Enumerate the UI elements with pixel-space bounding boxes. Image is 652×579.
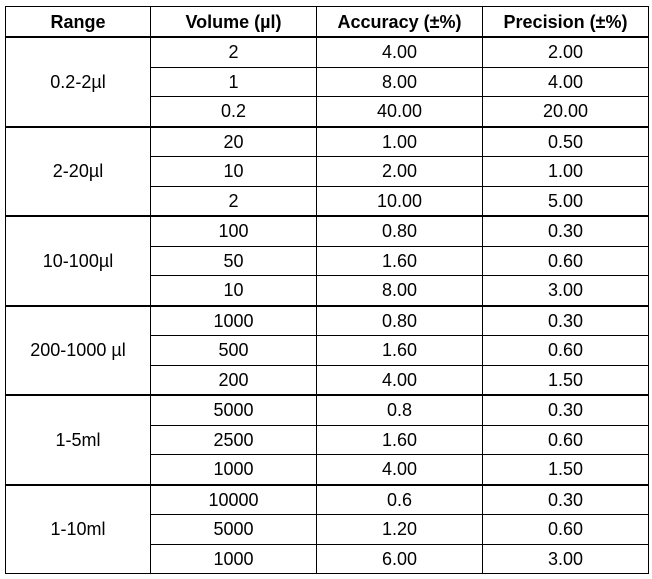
pipette-spec-table: Range Volume (µl) Accuracy (±%) Precisio… bbox=[5, 6, 649, 574]
volume-cell: 1000 bbox=[150, 304, 317, 336]
volume-cell: 2 bbox=[150, 185, 317, 217]
precision-cell: 0.50 bbox=[482, 125, 649, 157]
accuracy-cell: 0.8 bbox=[316, 394, 483, 426]
accuracy-cell: 1.20 bbox=[316, 514, 483, 545]
accuracy-cell: 4.00 bbox=[316, 36, 483, 68]
volume-cell: 5000 bbox=[150, 514, 317, 545]
precision-cell: 0.60 bbox=[482, 424, 649, 455]
precision-cell: 0.60 bbox=[482, 245, 649, 276]
range-cell: 2-20µl bbox=[5, 125, 151, 217]
volume-cell: 10000 bbox=[150, 483, 317, 515]
table-row: 1-10ml 10000 0.6 0.30 bbox=[5, 483, 649, 574]
volume-cell: 2 bbox=[150, 36, 317, 68]
header-range: Range bbox=[5, 6, 151, 38]
volume-cell: 1 bbox=[150, 66, 317, 97]
precision-cell: 0.30 bbox=[482, 215, 649, 247]
header-accuracy: Accuracy (±%) bbox=[316, 6, 483, 38]
volume-cell: 1000 bbox=[150, 543, 317, 574]
table-row: 5000 1.20 0.60 bbox=[6, 514, 649, 545]
precision-cell: 0.30 bbox=[482, 483, 649, 515]
volume-cell: 2500 bbox=[150, 424, 317, 455]
accuracy-cell: 1.60 bbox=[316, 245, 483, 276]
table-row: 200 4.00 1.50 bbox=[6, 364, 649, 396]
precision-cell: 0.60 bbox=[482, 335, 649, 366]
table-row: 1000 6.00 3.00 bbox=[6, 543, 649, 574]
precision-cell: 0.60 bbox=[482, 514, 649, 545]
range-cell: 1-5ml bbox=[5, 394, 151, 485]
accuracy-cell: 1.00 bbox=[316, 125, 483, 157]
accuracy-cell: 4.00 bbox=[316, 454, 483, 485]
range-cell: 0.2-2µl bbox=[5, 36, 151, 127]
accuracy-cell: 8.00 bbox=[316, 275, 483, 306]
table-row: 2 10.00 5.00 bbox=[6, 185, 649, 217]
precision-cell: 3.00 bbox=[482, 543, 649, 574]
header-row: Range Volume (µl) Accuracy (±%) Precisio… bbox=[5, 6, 649, 38]
precision-cell: 4.00 bbox=[482, 66, 649, 97]
precision-cell: 1.00 bbox=[482, 156, 649, 187]
accuracy-cell: 10.00 bbox=[316, 185, 483, 217]
volume-cell: 500 bbox=[150, 335, 317, 366]
table-row: 10 2.00 1.00 bbox=[6, 156, 649, 187]
accuracy-cell: 40.00 bbox=[316, 96, 483, 127]
accuracy-cell: 0.6 bbox=[316, 483, 483, 515]
range-cell: 1-10ml bbox=[5, 483, 151, 574]
accuracy-cell: 2.00 bbox=[316, 156, 483, 187]
table-row: 1-5ml 5000 0.8 0.30 bbox=[5, 394, 649, 485]
table-row: 2-20µl 20 1.00 0.50 bbox=[5, 125, 649, 217]
header-volume: Volume (µl) bbox=[150, 6, 317, 38]
accuracy-cell: 0.80 bbox=[316, 304, 483, 336]
range-cell: 200-1000 µl bbox=[5, 304, 151, 396]
header-precision: Precision (±%) bbox=[482, 6, 649, 38]
volume-cell: 1000 bbox=[150, 454, 317, 485]
accuracy-cell: 6.00 bbox=[316, 543, 483, 574]
precision-cell: 5.00 bbox=[482, 185, 649, 217]
volume-cell: 5000 bbox=[150, 394, 317, 426]
accuracy-cell: 0.80 bbox=[316, 215, 483, 247]
table-row: 10 8.00 3.00 bbox=[6, 275, 649, 306]
table-row: 10-100µl 100 0.80 0.30 bbox=[5, 215, 649, 306]
precision-cell: 0.30 bbox=[482, 394, 649, 426]
table-row: 1 8.00 4.00 bbox=[6, 66, 649, 97]
accuracy-cell: 1.60 bbox=[316, 424, 483, 455]
table-row: 0.2-2µl 2 4.00 2.00 bbox=[5, 36, 649, 127]
range-cell: 10-100µl bbox=[5, 215, 151, 306]
volume-cell: 10 bbox=[150, 275, 317, 306]
precision-cell: 3.00 bbox=[482, 275, 649, 306]
volume-cell: 10 bbox=[150, 156, 317, 187]
accuracy-cell: 1.60 bbox=[316, 335, 483, 366]
precision-cell: 1.50 bbox=[482, 454, 649, 485]
table-row: 200-1000 µl 1000 0.80 0.30 bbox=[5, 304, 649, 396]
accuracy-cell: 8.00 bbox=[316, 66, 483, 97]
precision-cell: 1.50 bbox=[482, 364, 649, 396]
table-row: 1000 4.00 1.50 bbox=[6, 454, 649, 485]
precision-cell: 20.00 bbox=[482, 96, 649, 127]
volume-cell: 0.2 bbox=[150, 96, 317, 127]
volume-cell: 200 bbox=[150, 364, 317, 396]
accuracy-cell: 4.00 bbox=[316, 364, 483, 396]
volume-cell: 20 bbox=[150, 125, 317, 157]
precision-cell: 2.00 bbox=[482, 36, 649, 68]
volume-cell: 50 bbox=[150, 245, 317, 276]
precision-cell: 0.30 bbox=[482, 304, 649, 336]
volume-cell: 100 bbox=[150, 215, 317, 247]
table-row: 500 1.60 0.60 bbox=[6, 335, 649, 366]
